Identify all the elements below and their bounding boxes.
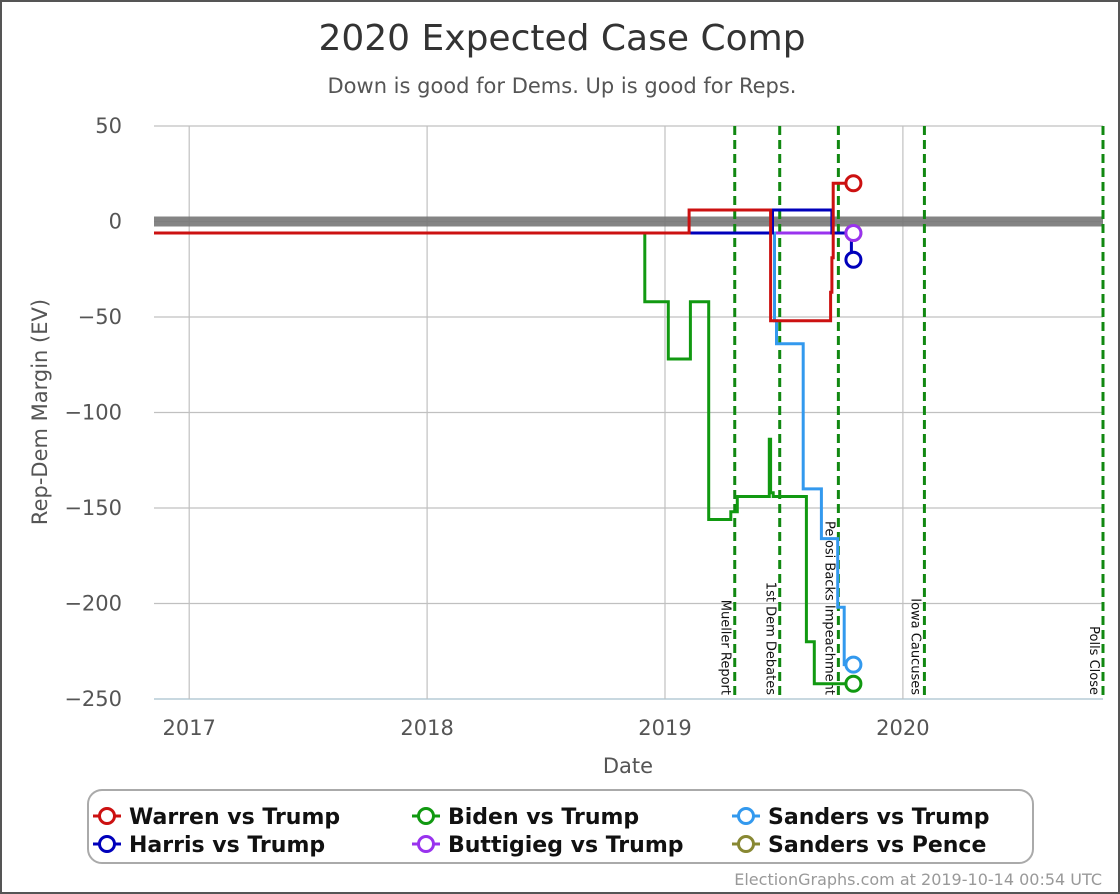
event-label: Mueller Report <box>718 600 733 695</box>
event-label: 1st Dem Debates <box>763 582 778 695</box>
y-tick-label: −250 <box>64 687 122 711</box>
legend-label: Biden vs Trump <box>448 805 639 830</box>
y-tick-label: −100 <box>64 401 122 425</box>
series-endpoint <box>844 174 863 193</box>
legend-label: Sanders vs Pence <box>768 833 986 858</box>
legend-swatch-marker <box>737 835 755 853</box>
series-line <box>154 231 852 667</box>
grid-lines <box>154 125 1103 700</box>
legend-swatch-marker <box>98 835 116 853</box>
y-tick-label: 50 <box>95 114 122 138</box>
series-line <box>154 231 852 686</box>
chart-title: 2020 Expected Case Comp <box>318 18 805 59</box>
x-tick-label: 2018 <box>400 716 453 740</box>
x-tick-label: 2020 <box>876 716 929 740</box>
series-lines <box>154 181 853 686</box>
event-label: Iowa Caucuses <box>907 598 922 695</box>
legend-box <box>87 789 1034 864</box>
legend-label: Warren vs Trump <box>129 805 340 830</box>
y-axis-ticks: 50 0 −50 −100 −150 −200 −250 <box>64 114 122 711</box>
y-tick-label: −150 <box>64 496 122 520</box>
legend-label: Buttigieg vs Trump <box>448 833 684 858</box>
series-endpoint <box>844 223 863 242</box>
legend-swatch-marker <box>98 807 116 825</box>
series-endpoint <box>844 250 863 269</box>
series-endpoint <box>844 655 863 674</box>
legend-label: Sanders vs Trump <box>768 805 990 830</box>
event-markers: Mueller Report 1st Dem Debates Pelosi Back… <box>718 126 1105 699</box>
y-tick-label: 0 <box>109 210 122 234</box>
legend-swatch-marker <box>417 807 435 825</box>
legend-label: Harris vs Trump <box>129 833 325 858</box>
series-endpoint <box>844 674 863 693</box>
event-label: Pelosi Backs Impeachment <box>821 521 836 695</box>
event-label: Polls Close <box>1086 626 1101 695</box>
credit-text: ElectionGraphs.com at 2019-10-14 00:54 U… <box>734 870 1102 889</box>
x-tick-label: 2017 <box>162 716 215 740</box>
x-axis-label: Date <box>603 754 653 778</box>
y-tick-label: −200 <box>64 592 122 616</box>
y-tick-label: −50 <box>78 305 122 329</box>
legend: Warren vs Trump Biden vs Trump Sanders vs … <box>87 789 1034 864</box>
legend-swatch-marker <box>737 807 755 825</box>
y-axis-label: Rep-Dem Margin (EV) <box>28 299 52 525</box>
series-endpoints <box>844 174 863 693</box>
chart-subtitle: Down is good for Dems. Up is good for Re… <box>328 74 797 98</box>
legend-swatch-marker <box>417 835 435 853</box>
x-axis-ticks: 2017 2018 2019 2020 <box>162 716 929 740</box>
series-line <box>154 181 852 323</box>
x-tick-label: 2019 <box>638 716 691 740</box>
